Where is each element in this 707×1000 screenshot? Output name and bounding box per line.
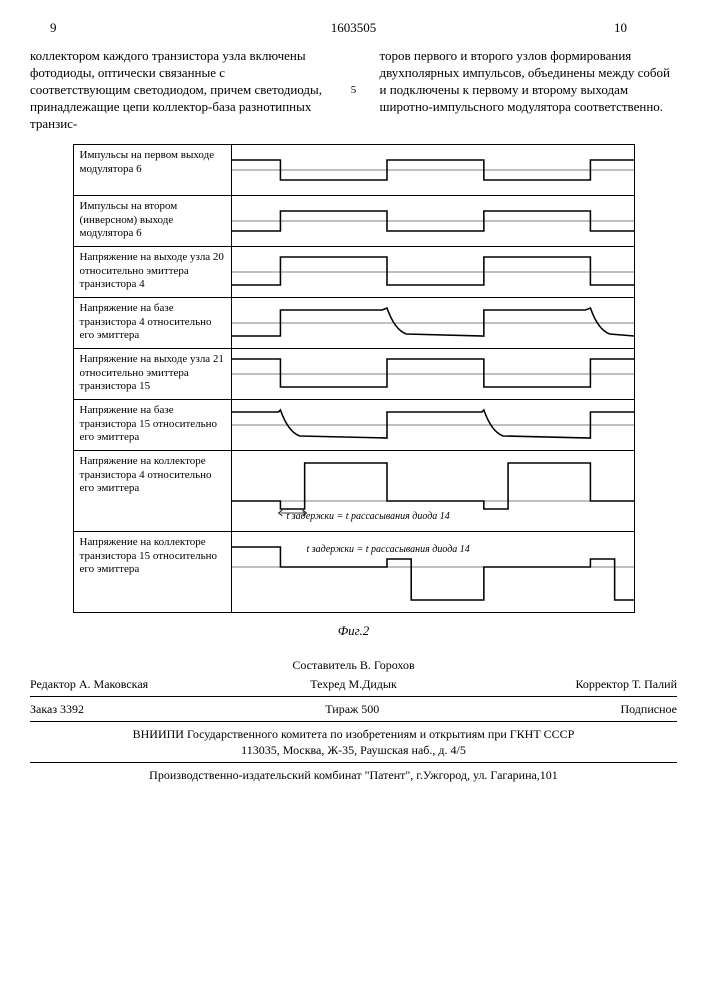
divider bbox=[30, 696, 677, 697]
order-number: Заказ 3392 bbox=[30, 701, 84, 717]
right-column: торов первого и второго узлов формирован… bbox=[380, 48, 678, 132]
divider bbox=[30, 721, 677, 722]
tirazh: Тираж 500 bbox=[325, 701, 379, 717]
page-number-left: 9 bbox=[50, 20, 57, 36]
timing-row-label: Напряжение на выходе узла 20 относительн… bbox=[74, 247, 232, 297]
timing-row-label: Напряжение на базе транзистора 4 относит… bbox=[74, 298, 232, 348]
timing-row-label: Напряжение на выходе узла 21 относительн… bbox=[74, 349, 232, 399]
order-row: Заказ 3392 Тираж 500 Подписное bbox=[30, 701, 677, 717]
divider bbox=[30, 762, 677, 763]
waveform-cell bbox=[232, 532, 634, 612]
delay-annotation: t задержки = t рассасывания диода 14 bbox=[287, 511, 450, 522]
timing-row-label: Напряжение на базе транзистора 15 относи… bbox=[74, 400, 232, 450]
timing-row: Напряжение на базе транзистора 15 относи… bbox=[74, 400, 634, 451]
page-header: 9 1603505 10 bbox=[30, 20, 677, 40]
timing-row: Напряжение на коллекторе транзистора 15 … bbox=[74, 532, 634, 612]
waveform-cell bbox=[232, 298, 634, 348]
timing-row: Импульсы на втором (инверсном) выходе мо… bbox=[74, 196, 634, 247]
timing-diagram: Импульсы на первом выходе модулятора 6Им… bbox=[73, 144, 635, 613]
timing-row: Напряжение на коллекторе транзистора 4 о… bbox=[74, 451, 634, 532]
waveform-cell: t задержки = t рассасывания диода 14t за… bbox=[232, 451, 634, 531]
line-number-marker: 5 bbox=[348, 84, 360, 96]
page-number-right: 10 bbox=[614, 20, 627, 36]
waveform-cell bbox=[232, 196, 634, 246]
timing-row-label: Напряжение на коллекторе транзистора 15 … bbox=[74, 532, 232, 612]
timing-row: Импульсы на первом выходе модулятора 6 bbox=[74, 145, 634, 196]
timing-row-label: Импульсы на втором (инверсном) выходе мо… bbox=[74, 196, 232, 246]
waveform-cell bbox=[232, 400, 634, 450]
timing-row: Напряжение на выходе узла 20 относительн… bbox=[74, 247, 634, 298]
page-footer: Составитель В. Горохов Редактор А. Маков… bbox=[30, 657, 677, 783]
editor: Редактор А. Маковская bbox=[30, 676, 246, 692]
corrector: Корректор Т. Палий bbox=[461, 676, 677, 692]
timing-row: Напряжение на базе транзистора 4 относит… bbox=[74, 298, 634, 349]
org2: Производственно-издательский комбинат "П… bbox=[30, 767, 677, 783]
timing-row-label: Напряжение на коллекторе транзистора 4 о… bbox=[74, 451, 232, 531]
waveform-cell bbox=[232, 145, 634, 195]
subscription: Подписное bbox=[620, 701, 677, 717]
compiler-line: Составитель В. Горохов bbox=[30, 657, 677, 673]
left-column: коллектором каждого транзистора узла вкл… bbox=[30, 48, 328, 132]
waveform-cell bbox=[232, 247, 634, 297]
address1: 113035, Москва, Ж-35, Раушская наб., д. … bbox=[30, 742, 677, 758]
waveform-cell bbox=[232, 349, 634, 399]
timing-row: Напряжение на выходе узла 21 относительн… bbox=[74, 349, 634, 400]
document-id: 1603505 bbox=[30, 20, 677, 36]
body-text-columns: коллектором каждого транзистора узла вкл… bbox=[30, 48, 677, 132]
figure-caption: Фиг.2 bbox=[30, 623, 677, 639]
org1: ВНИИПИ Государственного комитета по изоб… bbox=[30, 726, 677, 742]
editor-row: Редактор А. Маковская Техред М.Дидык Кор… bbox=[30, 676, 677, 692]
techred: Техред М.Дидык bbox=[246, 676, 462, 692]
timing-row-label: Импульсы на первом выходе модулятора 6 bbox=[74, 145, 232, 195]
